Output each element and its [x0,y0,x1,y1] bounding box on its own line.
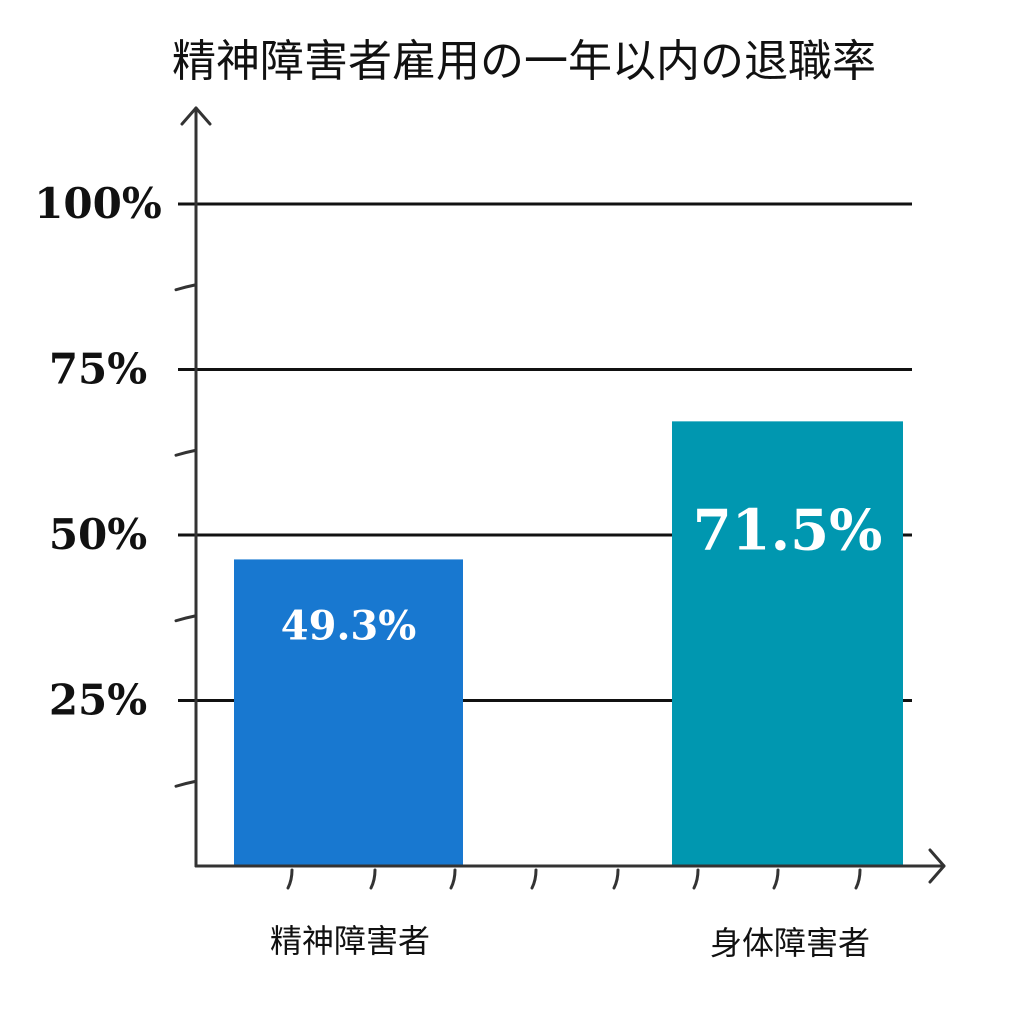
axes [174,106,946,890]
y-minor-tick [174,779,198,788]
bars [234,421,903,866]
ytick-label: 100% [34,179,162,228]
y-minor-tick [174,448,198,457]
x-minor-tick [854,868,862,890]
ytick-label: 75% [49,345,147,394]
x-minor-tick [286,868,294,890]
x-minor-tick [449,868,457,890]
x-minor-tick [369,868,377,890]
x-axis-arrow [928,848,946,884]
bar [672,421,903,866]
x-minor-tick [692,868,700,890]
labels: 25% 50% 75% 100% 49.3% 71.5% 精神障害者 身体障害者 [34,179,882,962]
x-minor-tick [612,868,620,890]
y-axis-arrow [180,106,212,126]
y-minor-tick [174,283,198,292]
x-minor-tick [530,868,538,890]
data-label: 49.3% [281,602,416,649]
x-minor-tick [772,868,780,890]
ytick-label: 25% [49,676,147,725]
bar [234,559,463,866]
y-minor-tick [174,614,198,623]
category-label: 身体障害者 [710,924,870,962]
ytick-label: 50% [49,510,147,559]
chart-title: 精神障害者雇用の一年以内の退職率 [172,36,876,87]
data-label: 71.5% [693,497,883,563]
category-label: 精神障害者 [270,922,430,960]
